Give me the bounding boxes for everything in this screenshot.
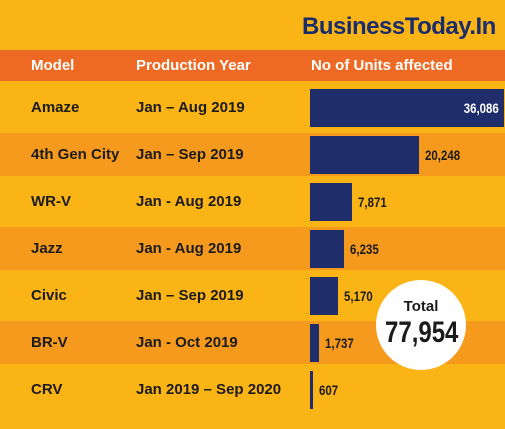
header-production-year: Production Year (136, 57, 251, 74)
total-label: Total (403, 298, 439, 315)
units-value-label: 6,235 (350, 240, 379, 257)
production-year-label: Jan - Oct 2019 (136, 334, 238, 351)
units-bar (310, 182, 352, 221)
model-label: BR-V (31, 334, 68, 351)
units-value-label: 5,170 (344, 287, 373, 304)
model-label: 4th Gen City (31, 146, 120, 163)
total-value: 77,954 (385, 316, 459, 349)
production-year-label: Jan – Sep 2019 (136, 146, 244, 163)
production-year-label: Jan – Sep 2019 (136, 287, 244, 304)
model-label: Jazz (31, 240, 63, 257)
brand-logo: BusinessToday.In (302, 13, 496, 40)
table-row: WR-V Jan - Aug 2019 7,871 (0, 180, 505, 223)
header-units-affected: No of Units affected (311, 57, 453, 74)
model-label: CRV (31, 381, 63, 398)
table-row: 4th Gen City Jan – Sep 2019 20,248 (0, 133, 505, 176)
table-row: CRV Jan 2019 – Sep 2020 607 (0, 368, 505, 411)
units-bar (310, 229, 344, 268)
table-row: Amaze Jan – Aug 2019 36,086 (0, 86, 505, 129)
units-bar (310, 135, 419, 174)
production-year-label: Jan - Aug 2019 (136, 240, 242, 257)
units-bar (310, 370, 313, 409)
header-model: Model (31, 57, 75, 74)
total-badge: Total 77,954 (376, 280, 466, 370)
units-value-label: 1,737 (325, 334, 354, 351)
table-row: Jazz Jan - Aug 2019 6,235 (0, 227, 505, 270)
model-label: Amaze (31, 99, 80, 116)
model-label: Civic (31, 287, 67, 304)
units-value-label: 36,086 (463, 99, 499, 116)
model-label: WR-V (31, 193, 71, 210)
production-year-label: Jan 2019 – Sep 2020 (136, 381, 282, 398)
units-bar (310, 323, 319, 362)
units-bar (310, 276, 338, 315)
table-header: Model Production Year No of Units affect… (0, 50, 505, 81)
units-value-label: 607 (319, 381, 339, 398)
units-value-label: 20,248 (425, 146, 461, 163)
units-value-label: 7,871 (358, 193, 387, 210)
production-year-label: Jan - Aug 2019 (136, 193, 242, 210)
units-bar (310, 88, 504, 127)
production-year-label: Jan – Aug 2019 (136, 99, 245, 116)
